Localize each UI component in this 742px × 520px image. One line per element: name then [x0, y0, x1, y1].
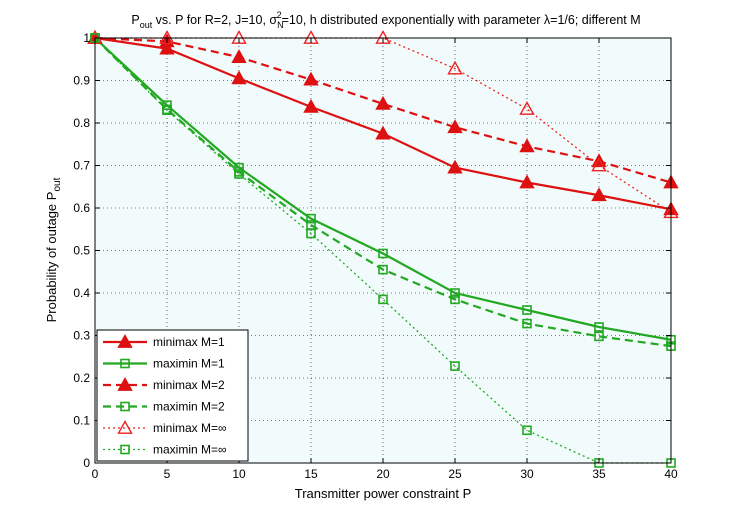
legend-marker: [120, 358, 130, 369]
grid-lines: [95, 38, 671, 463]
x-tick-label: 10: [232, 467, 246, 481]
data-point: [159, 40, 175, 55]
y-tick-label: 0.5: [73, 244, 90, 258]
data-point: [231, 70, 247, 85]
y-tick-label: 0.9: [73, 74, 90, 88]
data-point: [378, 264, 388, 275]
data-point: [522, 318, 532, 329]
y-tick-label: 0.8: [73, 116, 90, 130]
x-tick-label: 20: [376, 467, 390, 481]
legend-marker: [120, 444, 130, 455]
legend-label: maximin M=∞: [153, 443, 227, 457]
axis-ticks: [94, 37, 672, 464]
data-point: [591, 187, 607, 202]
y-tick-label: 0.1: [73, 414, 90, 428]
title-p-main: P: [131, 13, 139, 27]
data-point: [447, 119, 463, 134]
chart-title: Pout vs. P for R=2, J=10, σN2=10, h dist…: [131, 10, 640, 30]
legend-label: minimax M=∞: [153, 421, 227, 435]
data-point: [159, 30, 175, 44]
data-point: [591, 157, 607, 172]
legend-label: minimax M=2: [153, 378, 225, 392]
series-0: [87, 30, 679, 216]
legend-marker: [117, 420, 133, 434]
x-tick-label: 40: [664, 467, 678, 481]
y-tick-label: 0.4: [73, 286, 90, 300]
title-part1: vs. P for R=2, J=10, σ: [152, 13, 277, 27]
x-tick-label: 15: [304, 467, 318, 481]
legend-marker: [117, 377, 133, 391]
data-point: [450, 294, 460, 305]
data-point: [447, 60, 463, 75]
y-axis-label: Probability of outage Pout: [44, 177, 63, 322]
data-point: [231, 49, 247, 64]
x-tick-label: 30: [520, 467, 534, 481]
legend: minimax M=1 maximin M=1 minimax M=2 maximin…: [96, 329, 249, 462]
data-point: [306, 228, 316, 239]
series-line: [94, 36, 672, 184]
legend-label: maximin M=1: [153, 357, 225, 371]
title-sigma-sub: N: [277, 20, 284, 30]
data-point: [375, 95, 391, 110]
y-axis-label-main: Probability of outage P: [44, 192, 59, 323]
data-point: [522, 305, 532, 315]
title-part2: =10, h distributed exponentially with pa…: [282, 13, 641, 27]
y-tick-label: 0: [83, 456, 90, 470]
x-tick-label: 25: [448, 467, 462, 481]
legend-label: maximin M=2: [153, 400, 225, 414]
x-axis-label: Transmitter power constraint P: [295, 486, 472, 501]
series-line: [94, 37, 671, 464]
title-sigma-sup: 2: [277, 10, 282, 20]
data-point: [522, 425, 532, 436]
y-tick-label: 0.3: [73, 329, 90, 343]
data-point: [519, 138, 535, 153]
data-point: [375, 125, 391, 140]
data-point: [450, 361, 460, 371]
y-tick-label: 0.2: [73, 371, 90, 385]
series-line: [94, 37, 672, 348]
y-axis-label-sub: out: [52, 177, 63, 191]
x-tick-label: 5: [164, 467, 171, 481]
data-point: [303, 30, 319, 44]
y-tick-label: 0.7: [73, 159, 90, 173]
legend-marker: [117, 334, 133, 348]
title-p-sub: out: [140, 20, 153, 30]
data-point: [594, 331, 604, 342]
data-point: [306, 213, 316, 224]
x-tick-label: 35: [592, 467, 606, 481]
data-point: [447, 159, 463, 174]
x-tick-label: 0: [92, 467, 99, 481]
data-point: [594, 322, 604, 332]
data-point: [378, 294, 388, 305]
series-line: [94, 37, 672, 341]
legend-marker: [120, 401, 130, 412]
data-point: [234, 169, 244, 179]
data-point: [378, 248, 388, 259]
data-point: [519, 174, 535, 189]
y-tick-label: 0.6: [73, 201, 90, 215]
data-point: [303, 71, 319, 86]
data-point: [519, 101, 535, 115]
data-point: [303, 98, 319, 113]
data-point: [231, 30, 247, 44]
legend-box: [96, 329, 249, 462]
data-point: [375, 30, 391, 44]
legend-label: minimax M=1: [153, 335, 225, 349]
data-point: [450, 288, 460, 298]
data-point: [162, 105, 172, 116]
y-tick-label: 1: [83, 31, 90, 45]
